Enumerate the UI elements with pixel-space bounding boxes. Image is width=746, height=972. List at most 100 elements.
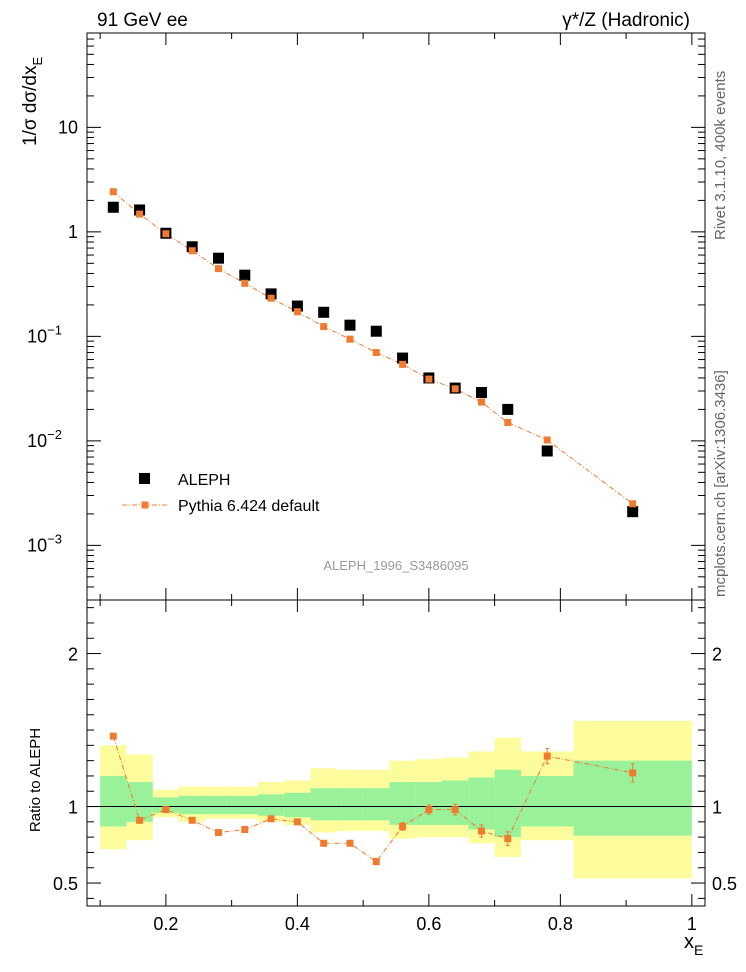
ratio-point-10 — [372, 858, 380, 866]
mc-point-2 — [162, 230, 170, 238]
ratio-y-tick-label-right: 2 — [712, 645, 722, 665]
ratio-y-tick-label-left: 1 — [68, 798, 78, 818]
ratio-point-13 — [451, 806, 459, 814]
tick-labels: 0.2 0.4 0.6 0.8 1 10−3 10−2 10−1 1 10 0.5 0.5 1 1 2 2 — [27, 117, 737, 934]
mc-point-16 — [543, 436, 551, 444]
ratio-frame — [86, 599, 706, 907]
header-left: 91 GeV ee — [97, 10, 188, 31]
ratio-point-11 — [399, 822, 407, 830]
band-inner-16 — [520, 775, 574, 827]
mc-point-5 — [241, 279, 249, 287]
mc-point-1 — [136, 210, 144, 218]
axis-ticks — [87, 32, 705, 906]
band-inner-5 — [231, 795, 258, 815]
ratio-y-tick-label-right: 1 — [712, 798, 722, 818]
ratio-point-3 — [188, 816, 196, 824]
legend-marker-mc — [141, 501, 149, 509]
ratio-point-0 — [109, 732, 117, 740]
band-inner-8 — [310, 788, 337, 821]
x-tick-label: 0.8 — [548, 914, 573, 934]
ratio-point-8 — [320, 839, 328, 847]
band-inner-4 — [205, 795, 232, 815]
aleph-point-6 — [265, 288, 277, 300]
mc-point-15 — [504, 418, 512, 426]
band-inner-14 — [468, 777, 495, 830]
upper-plot-area — [87, 33, 705, 600]
aleph-point-10 — [370, 325, 382, 337]
aleph-point-9 — [344, 319, 356, 331]
band-inner-2 — [152, 797, 180, 813]
upper-y-tick-label: 10−2 — [27, 427, 62, 451]
ratio-point-6 — [267, 815, 275, 823]
x-tick-label: 0.2 — [153, 914, 178, 934]
ratio-y-tick-label-left: 2 — [68, 645, 78, 665]
band-inner-12 — [415, 782, 443, 825]
mc-line-ratio — [112, 736, 633, 863]
x-tick-label: 0.6 — [416, 914, 441, 934]
ratio-point-17 — [629, 769, 637, 777]
band-inner-6 — [257, 794, 285, 816]
band-inner-13 — [442, 780, 469, 825]
ratio-point-15 — [504, 835, 512, 843]
legend-marker-aleph — [139, 473, 150, 484]
ratio-y-tick-label-right: 0.5 — [712, 874, 737, 894]
ratio-point-1 — [136, 816, 144, 824]
upper-y-tick-label: 1 — [68, 222, 78, 242]
band-inner-9 — [336, 788, 364, 821]
upper-y-tick-label: 10−1 — [27, 322, 62, 346]
upper-y-tick-label: 10 — [58, 117, 78, 137]
analysis-watermark: ALEPH_1996_S3486095 — [323, 558, 468, 573]
ratio-point-16 — [543, 752, 551, 760]
ratio-y-label: Ratio to ALEPH — [27, 728, 44, 832]
band-inner-15 — [494, 769, 521, 838]
upper-y-tick-label: 10−3 — [27, 531, 62, 555]
aleph-point-5 — [239, 269, 251, 281]
mc-markers — [109, 188, 637, 508]
aleph-point-11 — [397, 352, 409, 364]
band-inner-11 — [389, 782, 416, 825]
side-text-top: Rivet 3.1.10, 400k events — [712, 71, 729, 240]
band-inner-10 — [363, 788, 390, 821]
band-inner-1 — [126, 782, 153, 822]
ratio-series-line — [112, 736, 633, 863]
uncertainty-bands — [100, 720, 692, 879]
mc-point-12 — [425, 375, 433, 383]
mc-point-8 — [320, 323, 328, 331]
aleph-point-15 — [502, 403, 514, 415]
aleph-point-3 — [186, 241, 198, 253]
side-text-bottom: mcplots.cern.ch [arXiv:1306.3436] — [712, 370, 729, 597]
aleph-point-1 — [134, 204, 146, 216]
band-inner-0 — [100, 775, 127, 827]
mc-point-10 — [372, 349, 380, 357]
header-right: γ*/Z (Hadronic) — [562, 10, 690, 31]
mc-point-4 — [214, 265, 222, 273]
legend: ALEPH Pythia 6.424 default — [122, 472, 320, 515]
aleph-point-4 — [212, 252, 224, 264]
ratio-point-7 — [293, 818, 301, 826]
mc-point-13 — [451, 385, 459, 393]
ratio-point-4 — [214, 829, 222, 837]
mc-point-11 — [399, 360, 407, 368]
x-tick-label: 1 — [687, 914, 697, 934]
upper-panel — [87, 33, 705, 600]
aleph-point-14 — [475, 387, 487, 399]
ratio-point-9 — [346, 839, 354, 847]
legend-label-mc: Pythia 6.424 default — [178, 498, 320, 515]
mc-point-6 — [267, 294, 275, 302]
x-tick-label: 0.4 — [285, 914, 310, 934]
legend-label-aleph: ALEPH — [178, 472, 230, 489]
band-inner-7 — [284, 792, 311, 818]
aleph-point-0 — [107, 201, 119, 213]
ratio-point-5 — [241, 826, 249, 833]
aleph-point-17 — [627, 506, 639, 518]
ratio-point-12 — [425, 806, 433, 814]
ratio-markers — [109, 732, 637, 866]
x-axis-label: xE — [684, 931, 703, 958]
ratio-point-2 — [162, 806, 170, 814]
mc-point-9 — [346, 335, 354, 343]
aleph-point-8 — [318, 306, 330, 318]
ratio-point-14 — [477, 827, 485, 835]
aleph-point-7 — [291, 300, 303, 312]
band-inner-3 — [179, 795, 206, 815]
